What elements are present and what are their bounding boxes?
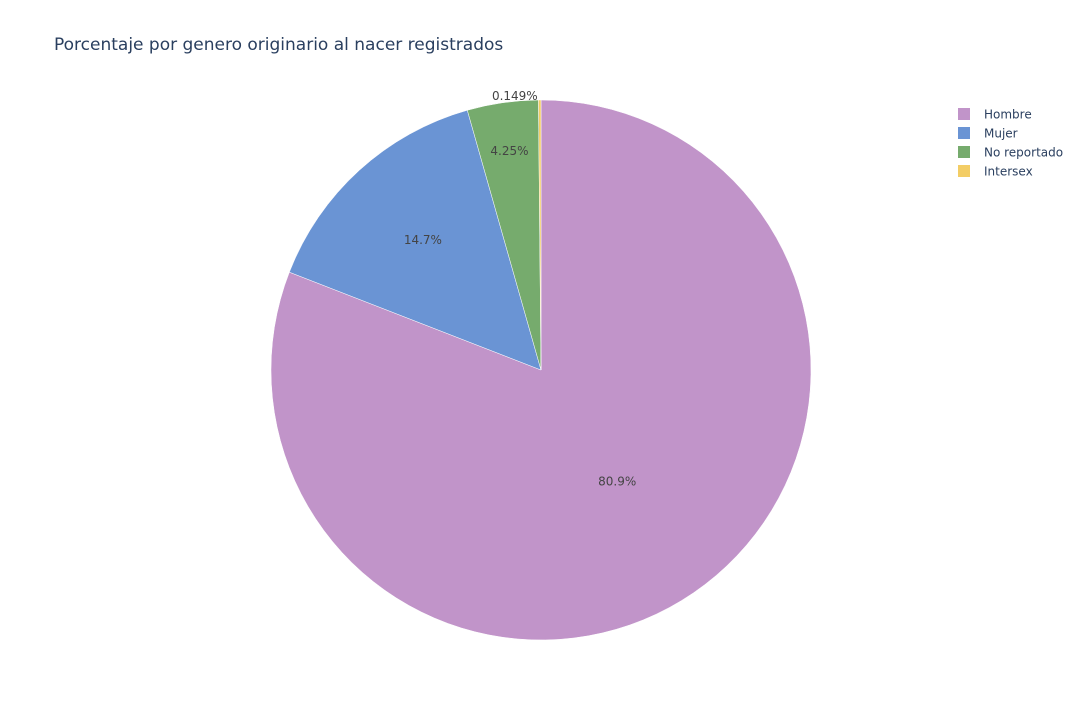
legend-swatch-mujer[interactable]: [958, 127, 970, 139]
slice-label-mujer: 14.7%: [404, 233, 442, 247]
legend-label-hombre[interactable]: Hombre: [984, 108, 1032, 122]
legend-label-mujer[interactable]: Mujer: [984, 127, 1018, 141]
pie-slice-labels: 80.9% 14.7% 4.25% 0.149%: [404, 89, 636, 488]
pie-slice-intersex[interactable]: [538, 99, 542, 371]
legend: Hombre Mujer No reportado Intersex: [958, 108, 1063, 179]
legend-label-intersex[interactable]: Intersex: [984, 165, 1033, 179]
pie-slices: [270, 99, 812, 641]
slice-label-intersex: 0.149%: [492, 89, 538, 103]
slice-label-no-reportado: 4.25%: [490, 144, 528, 158]
legend-swatch-intersex[interactable]: [958, 165, 970, 177]
legend-label-no-reportado[interactable]: No reportado: [984, 146, 1063, 160]
slice-label-hombre: 80.9%: [598, 474, 636, 488]
legend-swatch-hombre[interactable]: [958, 108, 970, 120]
chart-title: Porcentaje por genero originario al nace…: [54, 35, 503, 55]
pie-slice-mujer[interactable]: [289, 109, 542, 371]
legend-swatch-no-reportado[interactable]: [958, 146, 970, 158]
